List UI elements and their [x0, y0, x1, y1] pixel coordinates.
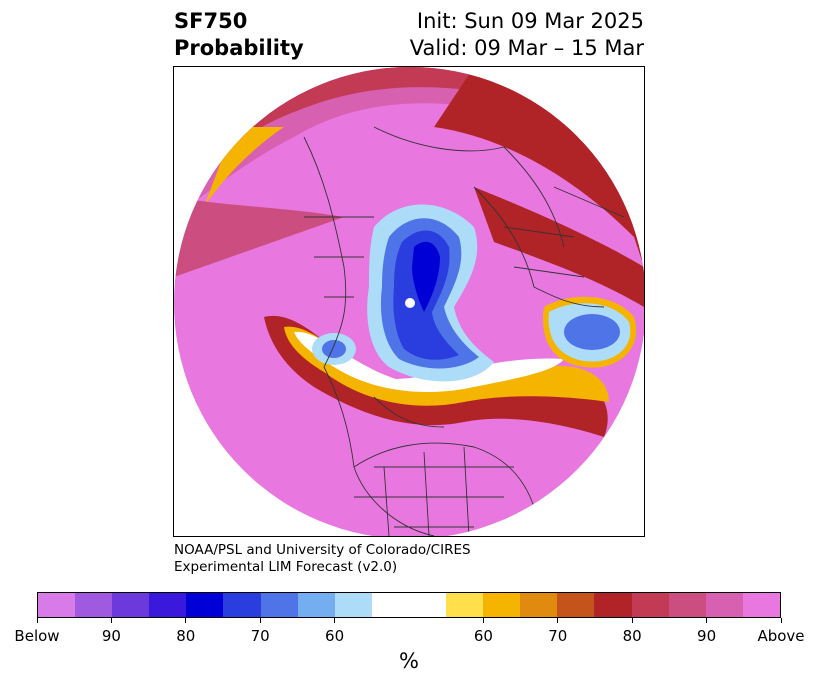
- colorbar-segment: [483, 593, 521, 617]
- colorbar-segment: [149, 593, 187, 617]
- product-title: Probability: [174, 36, 304, 60]
- title-block-right: Init: Sun 09 Mar 2025 Valid: 09 Mar – 15…: [410, 8, 644, 62]
- colorbar-tick-mark: [706, 618, 708, 623]
- credit-line-2: Experimental LIM Forecast (v2.0): [174, 559, 398, 575]
- colorbar-segment: [186, 593, 224, 617]
- colorbar-tick-label: Above: [757, 627, 805, 645]
- colorbar-segment: [297, 593, 335, 617]
- colorbar-tick-mark: [36, 618, 38, 623]
- colorbar-tick-label: Below: [14, 627, 60, 645]
- colorbar-tick-label: 60: [325, 627, 345, 645]
- colorbar-segment: [75, 593, 113, 617]
- colorbar-segment: [371, 593, 409, 617]
- colorbar-tick-mark: [631, 618, 633, 623]
- colorbar-tick-mark: [334, 618, 336, 623]
- colorbar-segment: [742, 593, 780, 617]
- colorbar-tick-mark: [259, 618, 261, 623]
- colorbar-units: %: [399, 649, 419, 673]
- title-block-left: SF750 Probability: [174, 8, 304, 62]
- colorbar-tick-label: 90: [697, 627, 717, 645]
- colorbar-tick-mark: [780, 618, 782, 623]
- colorbar-tick-mark: [557, 618, 559, 623]
- colorbar-segment: [334, 593, 372, 617]
- colorbar-tick-label: 70: [250, 627, 270, 645]
- colorbar-segment: [594, 593, 632, 617]
- variable-title: SF750: [174, 9, 248, 33]
- colorbar: [37, 592, 781, 618]
- probability-field: [174, 67, 644, 536]
- credit-line-1: NOAA/PSL and University of Colorado/CIRE…: [174, 542, 471, 558]
- colorbar-tick-label: 80: [176, 627, 196, 645]
- coastlines: [303, 126, 625, 536]
- colorbar-segment: [520, 593, 558, 617]
- colorbar-segment: [668, 593, 706, 617]
- colorbar-tick-mark: [110, 618, 112, 623]
- map-canvas: [174, 67, 644, 536]
- colorbar-segment: [38, 593, 76, 617]
- colorbar-tick-mark: [185, 618, 187, 623]
- forecast-map: [173, 66, 645, 537]
- colorbar-tick-label: 90: [101, 627, 121, 645]
- colorbar-segment: [260, 593, 298, 617]
- colorbar-tick-mark: [482, 618, 484, 623]
- credit-text: NOAA/PSL and University of Colorado/CIRE…: [174, 542, 471, 576]
- colorbar-tick-label: 60: [473, 627, 493, 645]
- init-date: Init: Sun 09 Mar 2025: [416, 9, 644, 33]
- colorbar-segment: [446, 593, 484, 617]
- colorbar-segment: [408, 593, 447, 617]
- colorbar-tick-label: 70: [548, 627, 568, 645]
- colorbar-segment: [112, 593, 150, 617]
- colorbar-segment: [223, 593, 261, 617]
- valid-range: Valid: 09 Mar – 15 Mar: [409, 36, 644, 60]
- colorbar-segment: [557, 593, 595, 617]
- colorbar-tick-label: 80: [622, 627, 642, 645]
- colorbar-segment: [705, 593, 743, 617]
- colorbar-segment: [631, 593, 669, 617]
